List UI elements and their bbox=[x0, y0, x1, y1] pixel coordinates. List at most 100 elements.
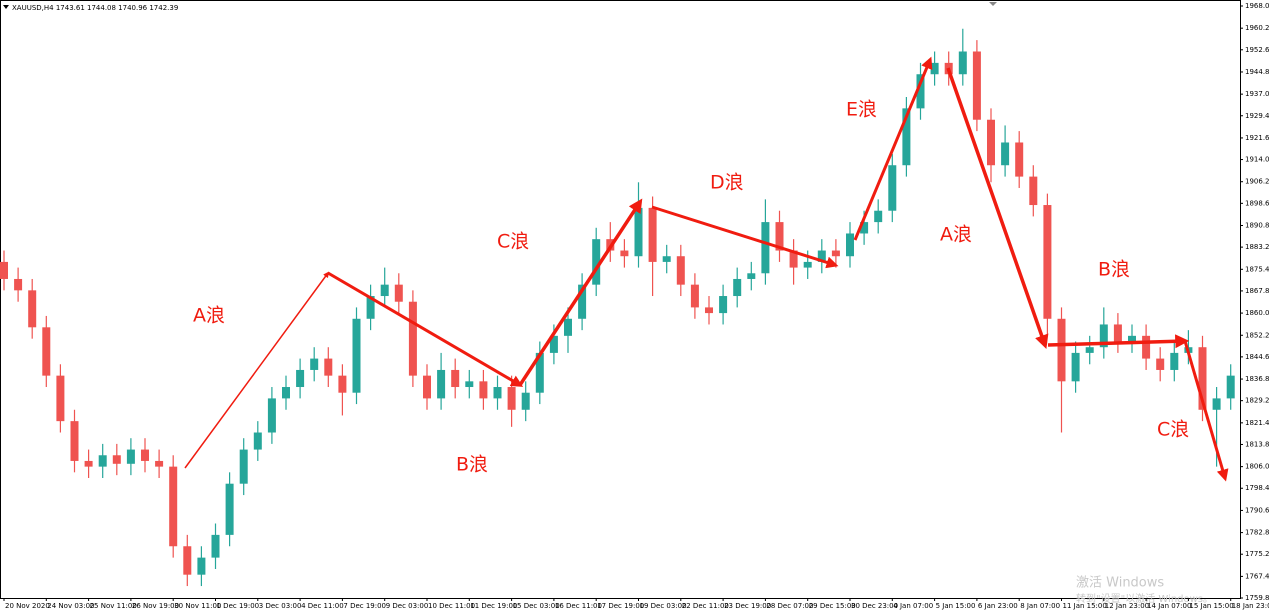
wave-label: C浪 bbox=[1157, 419, 1189, 441]
wave-label: A浪 bbox=[940, 224, 972, 246]
candle-body bbox=[451, 369, 460, 388]
wave-label: A浪 bbox=[193, 305, 225, 327]
candle-body bbox=[211, 534, 220, 558]
candle-body bbox=[761, 222, 770, 274]
y-tick-label: 1875.40 bbox=[1245, 265, 1269, 273]
candle-body bbox=[408, 301, 417, 376]
candle-body bbox=[380, 284, 389, 297]
candle-body bbox=[916, 74, 925, 109]
wave-label: D浪 bbox=[710, 172, 744, 194]
candle-body bbox=[789, 250, 798, 268]
candle-body bbox=[846, 233, 854, 257]
candle-body bbox=[1226, 375, 1235, 399]
x-tick-label: 15 Jan 15:00 bbox=[1189, 602, 1233, 610]
y-tick-label: 1914.00 bbox=[1245, 156, 1269, 164]
menu-icon bbox=[3, 5, 9, 9]
y-tick-label: 1813.80 bbox=[1245, 440, 1269, 448]
candle-body bbox=[690, 284, 699, 308]
candle-body bbox=[1212, 398, 1221, 410]
candle-body bbox=[112, 455, 121, 464]
y-tick-label: 1952.60 bbox=[1245, 46, 1269, 54]
x-tick-label: 7 Dec 19:00 bbox=[343, 602, 386, 610]
wave-arrow bbox=[1183, 340, 1229, 482]
x-tick-label: 5 Jan 15:00 bbox=[936, 602, 976, 610]
candle-body bbox=[803, 261, 812, 268]
candle-body bbox=[634, 207, 643, 257]
candle-body bbox=[1057, 318, 1066, 382]
candle-body bbox=[70, 421, 79, 461]
wave-label: B浪 bbox=[1098, 259, 1130, 281]
x-tick-label: 11 Jan 15:00 bbox=[1063, 602, 1107, 610]
x-tick-label: 3 Dec 03:00 bbox=[259, 602, 302, 610]
x-tick-label: 30 Dec 23:00 bbox=[851, 602, 898, 610]
x-tick-label: 22 Dec 11:00 bbox=[682, 602, 729, 610]
x-tick-label: 4 Dec 11:00 bbox=[301, 602, 344, 610]
candle-body bbox=[1001, 142, 1010, 166]
candle-body bbox=[479, 381, 488, 399]
y-tick-label: 1968.00 bbox=[1245, 2, 1269, 10]
candle-body bbox=[775, 222, 784, 251]
candle-body bbox=[394, 284, 403, 302]
x-tick-label: 12 Jan 23:00 bbox=[1105, 602, 1149, 610]
candle-body bbox=[535, 352, 544, 393]
candle-body bbox=[423, 375, 431, 399]
x-tick-label: 15 Dec 03:00 bbox=[513, 602, 560, 610]
candle-body bbox=[183, 546, 192, 575]
candle-body bbox=[14, 278, 23, 291]
wave-arrow bbox=[518, 198, 643, 386]
candle-body bbox=[169, 466, 178, 547]
y-tick-label: 1806.00 bbox=[1245, 463, 1269, 471]
y-tick-label: 1883.20 bbox=[1245, 243, 1269, 251]
candle-body bbox=[324, 358, 333, 376]
candle-body bbox=[1113, 324, 1122, 342]
candle-body bbox=[253, 432, 262, 450]
candle-body bbox=[366, 296, 375, 319]
wave-arrow bbox=[327, 271, 524, 387]
candle-body bbox=[648, 207, 657, 262]
candle-body bbox=[239, 449, 248, 484]
candle-body bbox=[930, 62, 939, 75]
candle-body bbox=[28, 290, 37, 328]
candle-body bbox=[155, 460, 164, 467]
candle-body bbox=[987, 119, 995, 166]
y-tick-label: 1867.80 bbox=[1245, 287, 1269, 295]
wave-arrow bbox=[1047, 334, 1190, 349]
candle-body bbox=[958, 51, 967, 75]
x-tick-label: 19 Dec 03:00 bbox=[640, 602, 687, 610]
candle-body bbox=[719, 296, 728, 314]
candle-body bbox=[338, 375, 347, 393]
candle-body bbox=[831, 250, 840, 257]
candle-body bbox=[902, 108, 911, 166]
candle-body bbox=[225, 483, 234, 535]
candle-body bbox=[747, 273, 756, 279]
wave-arrow bbox=[946, 67, 1049, 349]
y-tick-label: 1860.00 bbox=[1245, 309, 1269, 317]
x-tick-label: 14 Jan 07:00 bbox=[1147, 602, 1191, 610]
x-tick-label: 26 Nov 19:00 bbox=[132, 602, 179, 610]
y-tick-label: 1906.20 bbox=[1245, 178, 1269, 186]
candle-body bbox=[84, 460, 93, 467]
candle-body bbox=[564, 318, 572, 336]
chart-title: XAUUSD,H4 1743.61 1744.08 1740.96 1742.3… bbox=[12, 4, 178, 12]
candle-body bbox=[578, 284, 587, 319]
x-tick-label: 11 Dec 19:00 bbox=[470, 602, 517, 610]
x-tick-label: 24 Nov 03:00 bbox=[47, 602, 94, 610]
candle-body bbox=[521, 392, 530, 410]
candle-body bbox=[1071, 352, 1080, 382]
candle-body bbox=[465, 381, 474, 388]
wave-label: C浪 bbox=[497, 231, 529, 253]
y-tick-label: 1898.60 bbox=[1245, 199, 1269, 207]
candle-body bbox=[507, 387, 516, 410]
candle-body bbox=[1099, 324, 1108, 348]
x-tick-label: 18 Jan 23:00 bbox=[1232, 602, 1269, 610]
shift-marker bbox=[989, 2, 997, 6]
candle-body bbox=[1198, 347, 1207, 410]
candle-body bbox=[437, 369, 446, 399]
x-tick-label: 20 Nov 2020 bbox=[5, 602, 50, 610]
y-tick-label: 1759.80 bbox=[1245, 594, 1269, 602]
x-tick-label: 25 Nov 11:00 bbox=[90, 602, 137, 610]
wave-label: B浪 bbox=[456, 454, 488, 476]
candle-body bbox=[310, 358, 319, 370]
x-tick-label: 17 Dec 19:00 bbox=[597, 602, 644, 610]
